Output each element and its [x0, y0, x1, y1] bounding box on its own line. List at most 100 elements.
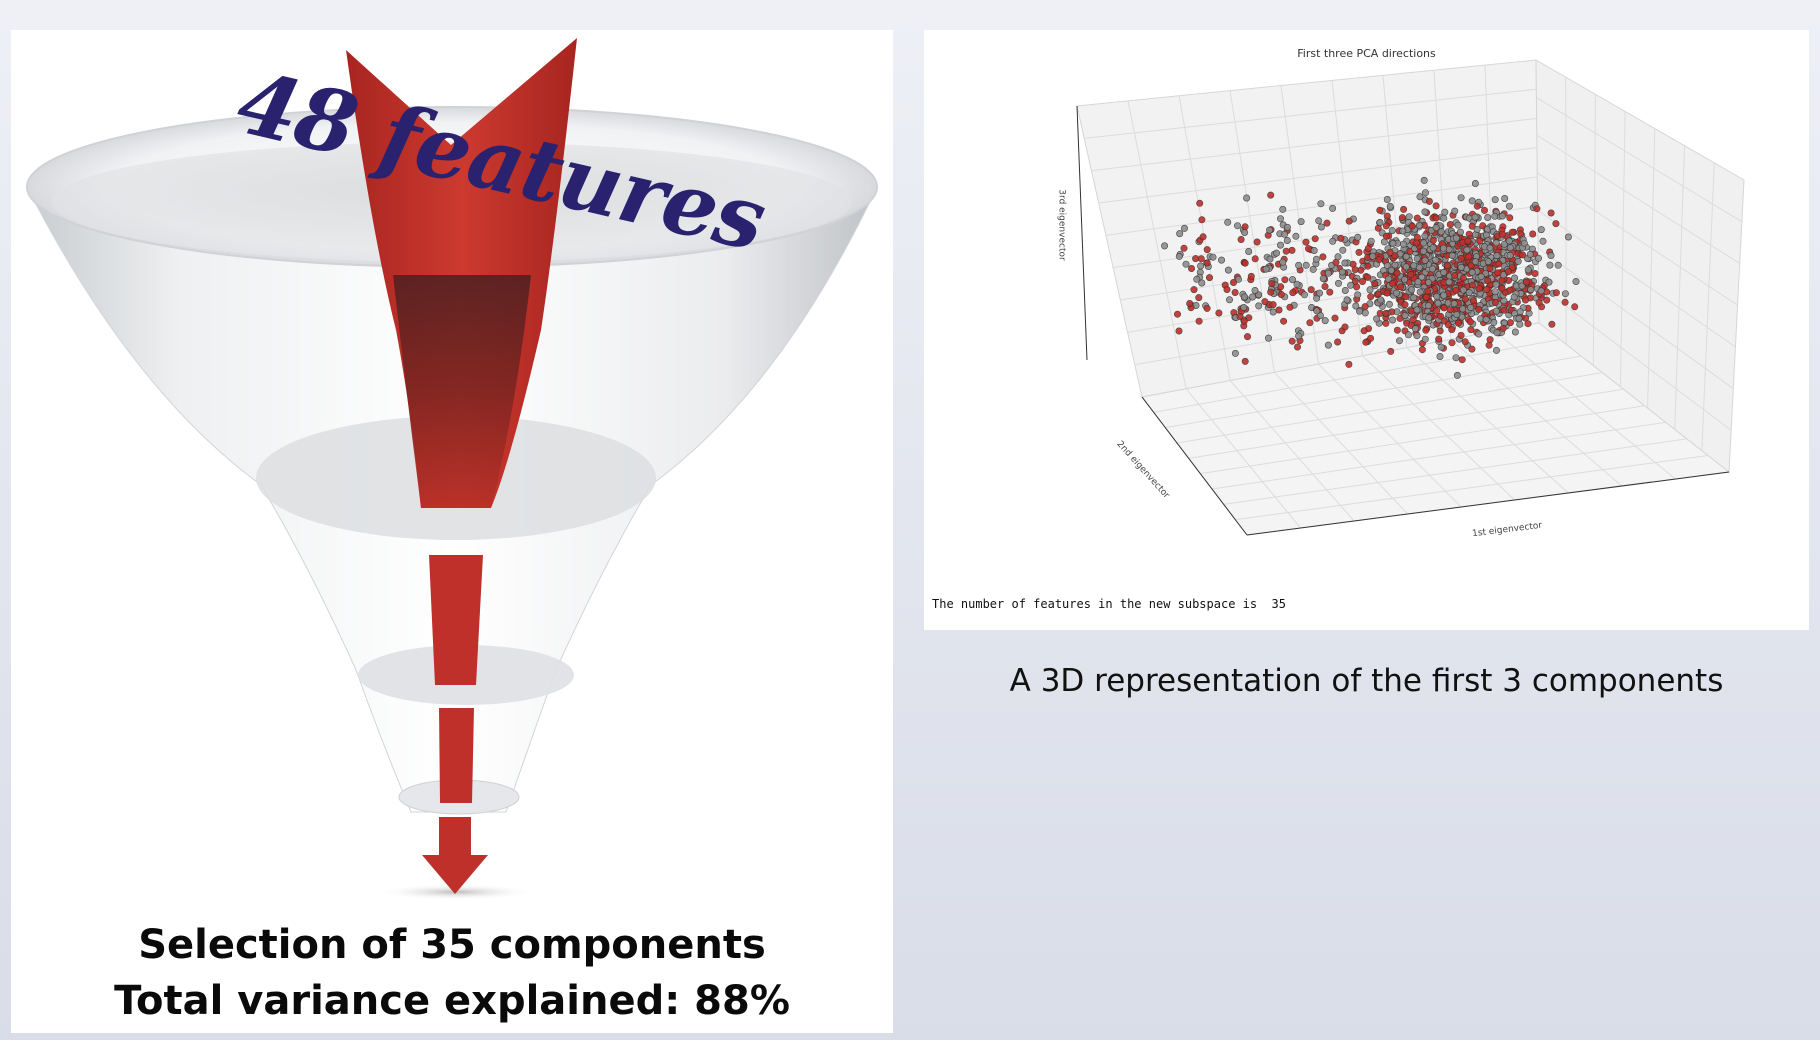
scatter-point — [1439, 244, 1447, 252]
scatter-point — [1236, 312, 1244, 320]
scatter-point — [1279, 258, 1287, 266]
scatter-point — [1477, 273, 1485, 281]
scatter-point — [1276, 215, 1284, 223]
scatter-point — [1526, 250, 1534, 258]
scatter-point — [1288, 337, 1296, 345]
scatter-point — [1486, 336, 1494, 344]
scatter-point — [1432, 202, 1440, 210]
scatter-point — [1224, 218, 1232, 226]
scatter-point — [1468, 222, 1476, 230]
scatter-point — [1253, 238, 1261, 246]
scatter-point — [1457, 254, 1465, 262]
scatter-point — [1312, 255, 1320, 263]
scatter-point — [1337, 234, 1345, 242]
scatter-point — [1552, 220, 1560, 228]
scatter-point — [1389, 240, 1397, 248]
scatter-point — [1413, 332, 1421, 340]
scatter-point — [1391, 252, 1399, 260]
scatter-point — [1409, 316, 1417, 324]
grid-line — [1153, 339, 1561, 413]
scatter-point — [1405, 213, 1413, 221]
scatter-point — [1313, 307, 1321, 315]
scatter-point — [1437, 312, 1445, 320]
scatter-point — [1281, 230, 1289, 238]
scatter-point — [1552, 289, 1560, 297]
scatter-point — [1180, 244, 1188, 252]
scatter-point — [1397, 283, 1405, 291]
scatter-point — [1182, 260, 1190, 268]
scatter-point — [1436, 352, 1444, 360]
scatter-point — [1572, 278, 1580, 286]
scatter-point — [1432, 256, 1440, 264]
scatter-point — [1413, 239, 1421, 247]
scatter-point — [1399, 240, 1407, 248]
grid-line — [1536, 97, 1743, 223]
scatter-point — [1195, 294, 1203, 302]
scatter-point — [1479, 222, 1487, 230]
scatter-point — [1529, 230, 1537, 238]
scatter-point — [1383, 196, 1391, 204]
grid-line — [1185, 388, 1301, 529]
scatter-point — [1520, 239, 1528, 247]
scatter-point — [1358, 278, 1366, 286]
scatter-point — [1355, 307, 1363, 315]
scatter-point — [1486, 244, 1494, 252]
scatter-point — [1500, 306, 1508, 314]
scatter-point — [1175, 252, 1183, 260]
scatter-point — [1445, 278, 1453, 286]
scatter-point — [1283, 223, 1291, 231]
scatter-point — [1187, 265, 1195, 273]
scatter-point — [1453, 371, 1461, 379]
scatter-point — [1424, 287, 1432, 295]
scatter-point — [1198, 279, 1206, 287]
scatter-point — [1321, 317, 1329, 325]
scatter-point — [1386, 248, 1394, 256]
scatter-point — [1360, 327, 1368, 335]
scatter-point — [1231, 349, 1239, 357]
scatter-point — [1241, 223, 1249, 231]
scatter-point — [1247, 272, 1255, 280]
scatter-point — [1475, 330, 1483, 338]
scatter-point — [1366, 286, 1374, 294]
scatter-point — [1473, 225, 1481, 233]
scatter-point — [1421, 208, 1429, 216]
scatter-point — [1225, 296, 1233, 304]
scatter-point — [1280, 317, 1288, 325]
scatter-point — [1429, 236, 1437, 244]
scatter-point — [1506, 319, 1514, 327]
scatter-point — [1424, 302, 1432, 310]
plot-title: First three PCA directions — [1297, 47, 1436, 60]
grid-line — [1406, 347, 1569, 494]
scatter-point — [1231, 288, 1239, 296]
scatter-point — [1491, 196, 1499, 204]
scatter-point — [1315, 217, 1323, 225]
summary-variance: Total variance explained: 88% — [114, 978, 790, 1024]
scatter-point — [1317, 223, 1325, 231]
scatter-point — [1293, 343, 1301, 351]
scatter-point — [1176, 230, 1184, 238]
scatter-point — [1241, 259, 1249, 267]
funnel-panel: 48 features — [11, 30, 893, 1033]
scatter-point — [1433, 307, 1441, 315]
scatter-point — [1531, 270, 1539, 278]
scatter-point — [1352, 302, 1360, 310]
scatter-point — [1389, 280, 1397, 288]
scatter-point — [1261, 298, 1269, 306]
scatter-point — [1485, 341, 1493, 349]
scatter-point — [1491, 298, 1499, 306]
scatter-point — [1466, 318, 1474, 326]
scatter-point — [1393, 326, 1401, 334]
scatter-point — [1277, 290, 1285, 298]
scatter-point — [1444, 299, 1452, 307]
scatter-point — [1524, 266, 1532, 274]
grid-line — [1127, 100, 1187, 389]
scatter-point — [1266, 255, 1274, 263]
scatter-point — [1418, 273, 1426, 281]
summary-components: Selection of 35 components — [138, 922, 766, 968]
scatter-point — [1421, 335, 1429, 343]
scatter-point — [1444, 262, 1452, 270]
scatter-point — [1492, 307, 1500, 315]
down-arrow-icon — [376, 817, 536, 900]
scatter-point — [1561, 290, 1569, 298]
grid-line — [1537, 209, 1736, 348]
